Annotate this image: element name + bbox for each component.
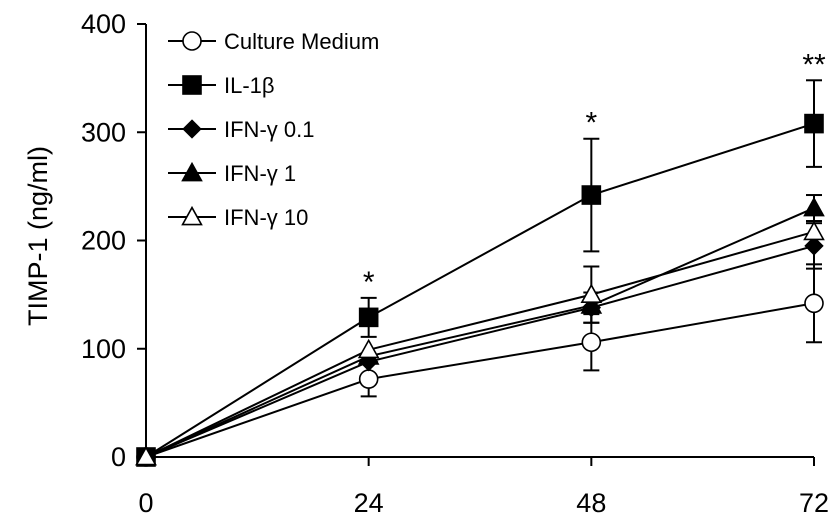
series-line-2 [145, 244, 815, 458]
series-line-4 [145, 230, 815, 458]
series-markers-4 [135, 220, 825, 466]
y-tick-label: 400 [81, 9, 126, 39]
annotations: **** [363, 48, 826, 299]
series-layer [135, 79, 825, 467]
legend-label: IFN-γ 10 [224, 205, 308, 230]
data-point [803, 196, 825, 217]
legend-marker [182, 75, 202, 95]
data-point [580, 283, 603, 303]
series-line-1 [145, 122, 815, 458]
data-point [803, 220, 825, 241]
y-tick-label: 100 [81, 334, 126, 364]
data-point [358, 369, 379, 389]
x-tick-label: 24 [354, 488, 384, 518]
data-point [357, 338, 380, 359]
legend: Culture Medium IL-1β IFN-γ 0.1 IFN-γ 1 IFN-γ… [168, 29, 379, 230]
x-tick-label: 48 [576, 488, 606, 518]
series-line-0 [145, 302, 815, 458]
y-tick-label: 200 [81, 226, 126, 256]
significance-marker: ** [802, 48, 826, 81]
data-point [804, 293, 824, 314]
data-point [804, 236, 824, 256]
legend-marker [181, 205, 203, 226]
significance-marker: * [363, 266, 375, 299]
data-point [580, 294, 603, 314]
y-tick-label: 0 [111, 442, 126, 472]
series-line-3 [145, 207, 815, 458]
x-tick-label: 0 [138, 488, 153, 518]
data-point [135, 445, 157, 466]
y-axis-title: TIMP-1 (ng/ml) [23, 146, 53, 326]
legend-label: Culture Medium [224, 29, 379, 54]
x-tick-label: 72 [799, 488, 829, 518]
data-point [358, 307, 379, 328]
data-point [581, 185, 602, 205]
data-point [804, 113, 824, 134]
legend-marker [182, 31, 202, 51]
legend-label: IFN-γ 0.1 [224, 117, 314, 142]
data-point [581, 332, 602, 353]
legend-marker [182, 119, 202, 139]
legend-label: IL-1β [224, 73, 275, 98]
axes: 0 100 200 300 400 0 24 48 72 [81, 9, 829, 518]
legend-label: IFN-γ 1 [224, 161, 296, 186]
significance-marker: * [585, 107, 597, 140]
legend-marker [181, 161, 203, 182]
y-tick-label: 300 [81, 117, 126, 147]
